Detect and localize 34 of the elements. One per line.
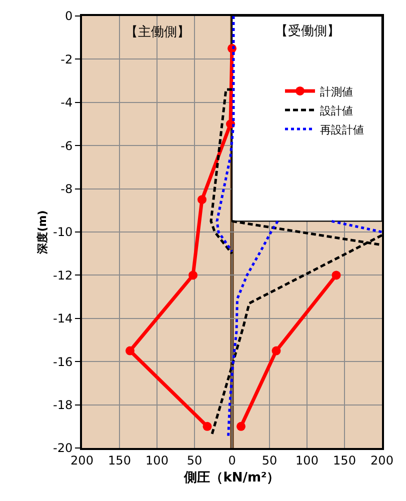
y-axis-title: 深度(m) bbox=[36, 210, 50, 255]
y-tick-label: -2 bbox=[60, 52, 73, 66]
y-tick-label: -6 bbox=[60, 138, 73, 153]
x-tick-label: 200 bbox=[370, 453, 394, 468]
x-tick-label: 50 bbox=[186, 453, 202, 468]
point bbox=[272, 346, 281, 356]
point bbox=[198, 195, 206, 204]
y-tick-label: 0 bbox=[64, 9, 73, 24]
point bbox=[188, 270, 198, 280]
y-tick-label: -8 bbox=[60, 182, 73, 196]
x-tick-label: 50 bbox=[262, 453, 278, 468]
y-tick-label: -14 bbox=[52, 312, 73, 326]
point bbox=[236, 422, 246, 431]
x-tick-label: 150 bbox=[333, 453, 356, 468]
x-tick-label: 100 bbox=[146, 453, 168, 468]
y-tick-label: -20 bbox=[52, 441, 73, 456]
point bbox=[126, 346, 134, 356]
legend-label: 設計値 bbox=[320, 104, 353, 118]
y-tick-label: -10 bbox=[52, 225, 73, 240]
y-tick-label: -4 bbox=[60, 96, 73, 110]
legend-label: 計測値 bbox=[320, 85, 353, 98]
point bbox=[202, 422, 212, 431]
legend-label: 再設計値 bbox=[320, 123, 364, 136]
x-tick-label: 200 bbox=[70, 453, 94, 468]
x-axis-title: 側圧（kN/m²） bbox=[183, 470, 280, 486]
x-tick-label: 0 bbox=[228, 453, 236, 468]
point bbox=[332, 270, 341, 280]
annotation: 【主働側】 bbox=[125, 24, 190, 40]
x-tick-label: 150 bbox=[108, 453, 131, 468]
y-tick-label: -16 bbox=[52, 354, 73, 369]
y-tick-label: -12 bbox=[52, 268, 73, 282]
x-tick-label: 100 bbox=[296, 453, 318, 468]
annotation: 【受働側】 bbox=[275, 24, 340, 39]
y-tick-label: -18 bbox=[52, 398, 73, 412]
